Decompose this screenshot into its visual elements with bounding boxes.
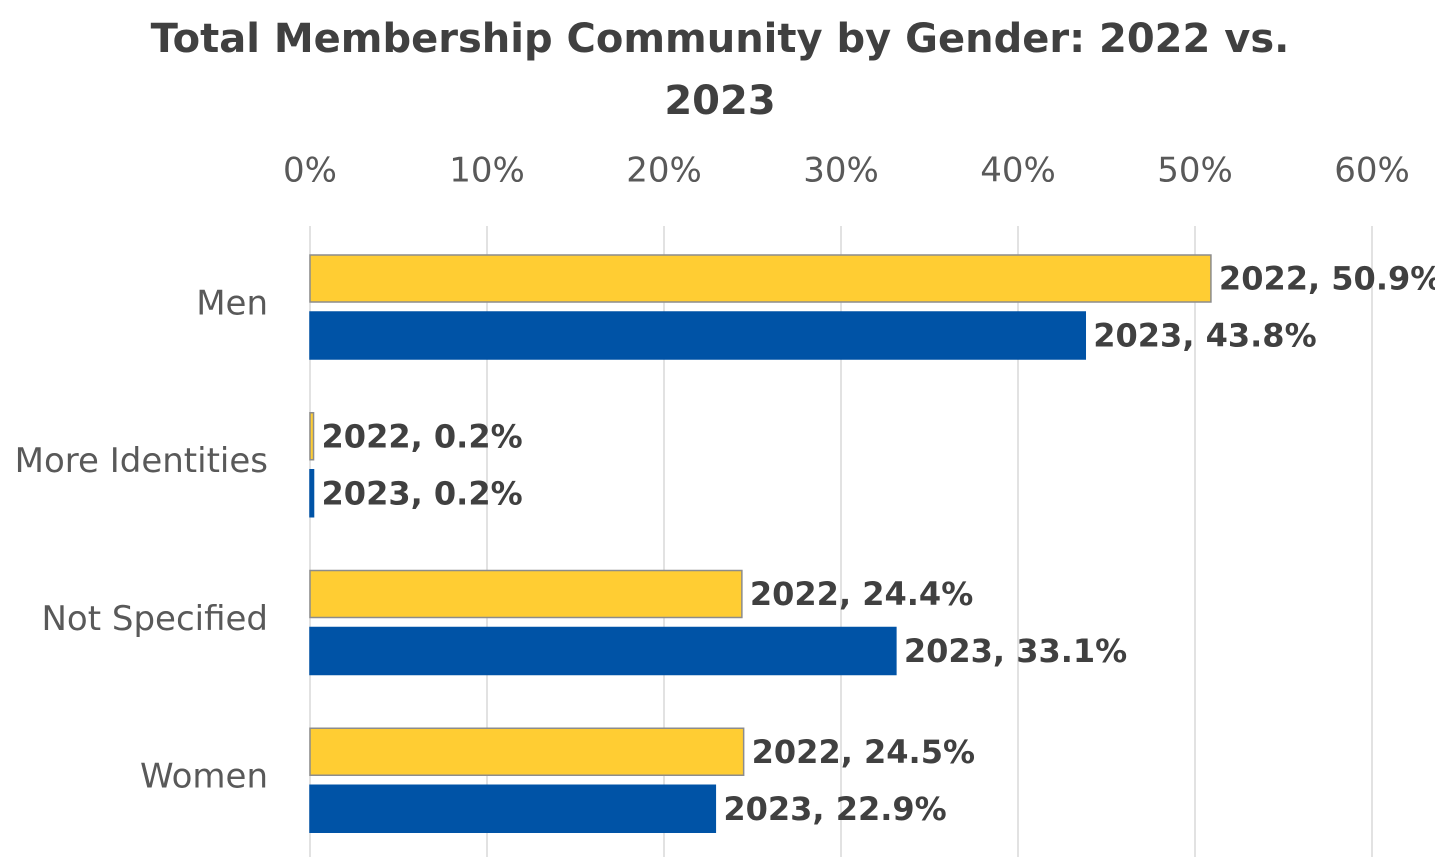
x-tick-label: 50% — [1157, 151, 1233, 191]
x-tick-label: 60% — [1334, 151, 1410, 191]
bar — [309, 469, 315, 518]
bar — [309, 727, 745, 776]
data-label: 2022, 50.9% — [1219, 260, 1435, 298]
bar — [309, 311, 1087, 360]
data-label: 2022, 24.5% — [752, 733, 975, 771]
x-tick-label: 20% — [626, 151, 702, 191]
bar — [309, 254, 1212, 303]
x-tick-label: 30% — [803, 151, 879, 191]
data-label: 2023, 33.1% — [904, 632, 1127, 670]
bar — [309, 784, 717, 833]
y-tick-label: Men — [196, 283, 268, 323]
data-label: 2023, 43.8% — [1093, 317, 1316, 355]
y-tick-label: Not Specified — [41, 599, 268, 639]
bar — [309, 569, 743, 619]
data-label: 2023, 22.9% — [723, 790, 946, 828]
x-tick-label: 10% — [449, 151, 525, 191]
y-tick-label: More Identities — [15, 441, 268, 481]
x-tick-label: 40% — [980, 151, 1056, 191]
x-tick-label: 0% — [283, 151, 337, 191]
data-label: 2022, 0.2% — [322, 417, 523, 455]
bar — [309, 412, 315, 461]
bar — [309, 626, 897, 676]
y-tick-label: Women — [140, 757, 268, 797]
data-label: 2023, 0.2% — [322, 474, 523, 512]
chart-title: Total Membership Community by Gender: 20… — [150, 16, 1290, 124]
data-label: 2022, 24.4% — [750, 575, 973, 613]
